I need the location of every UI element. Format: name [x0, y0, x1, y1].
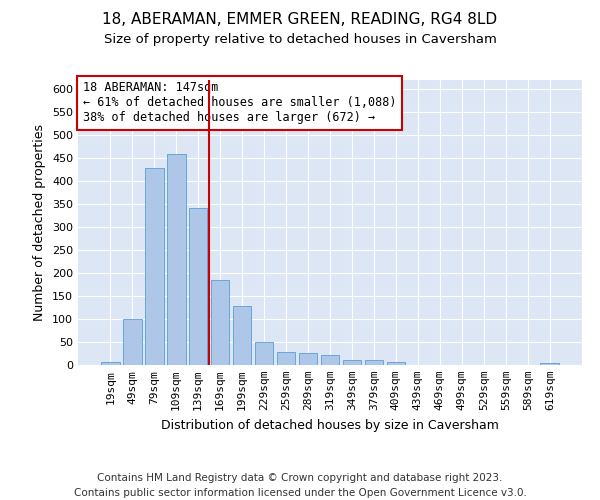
Bar [211, 280, 229, 365]
Bar [167, 154, 185, 365]
Y-axis label: Number of detached properties: Number of detached properties [34, 124, 46, 321]
Text: 18 ABERAMAN: 147sqm
← 61% of detached houses are smaller (1,088)
38% of detached: 18 ABERAMAN: 147sqm ← 61% of detached ho… [83, 82, 397, 124]
Text: Contains HM Land Registry data © Crown copyright and database right 2023.
Contai: Contains HM Land Registry data © Crown c… [74, 472, 526, 498]
Bar [343, 360, 361, 365]
Text: Size of property relative to detached houses in Caversham: Size of property relative to detached ho… [104, 32, 496, 46]
Bar [189, 208, 208, 365]
Bar [123, 319, 142, 365]
Text: 18, ABERAMAN, EMMER GREEN, READING, RG4 8LD: 18, ABERAMAN, EMMER GREEN, READING, RG4 … [103, 12, 497, 28]
Bar [255, 342, 274, 365]
Bar [541, 363, 559, 365]
Bar [299, 352, 317, 365]
Bar [277, 352, 295, 365]
Bar [320, 356, 340, 365]
Bar [386, 362, 405, 365]
Bar [145, 168, 164, 365]
Bar [233, 306, 251, 365]
X-axis label: Distribution of detached houses by size in Caversham: Distribution of detached houses by size … [161, 418, 499, 432]
Bar [365, 360, 383, 365]
Bar [101, 362, 119, 365]
